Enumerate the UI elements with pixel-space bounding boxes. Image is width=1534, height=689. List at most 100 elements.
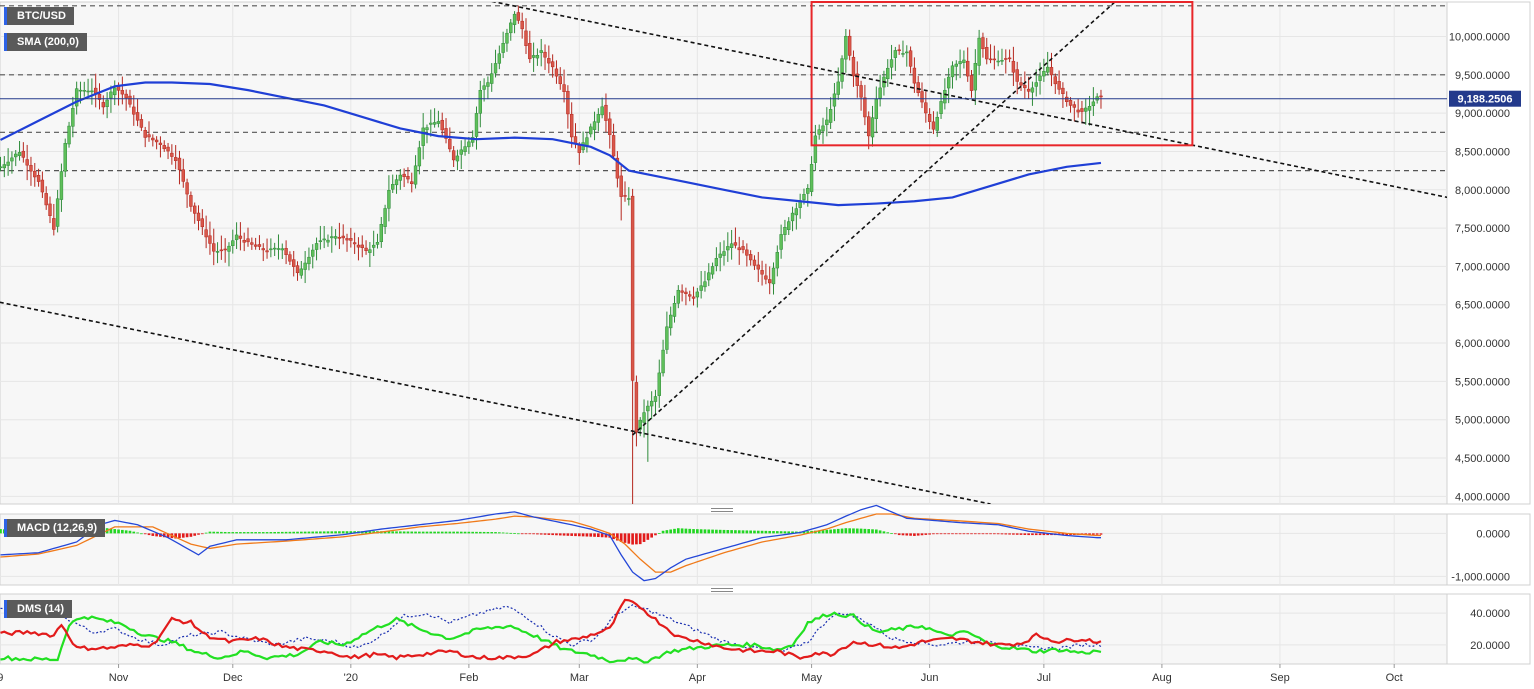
macd-histogram-bar (646, 533, 650, 540)
macd-panel-label[interactable]: MACD (12,26,9) (4, 519, 106, 537)
macd-histogram-bar (452, 531, 455, 534)
candle-body (977, 37, 981, 66)
price-tick-label: 6,500.0000 (1455, 300, 1510, 312)
candle-body (1011, 60, 1016, 73)
macd-histogram-bar (398, 531, 402, 534)
macd-histogram-bar (631, 533, 634, 545)
candle-body (714, 258, 719, 267)
macd-line[interactable] (0, 504, 1101, 582)
macd-histogram-bar (715, 529, 718, 534)
macd-tick-label: -1,000.0000 (1451, 571, 1510, 583)
macd-histogram-bar (932, 533, 935, 535)
macd-histogram-bar (444, 531, 448, 534)
macd-histogram-bar (372, 531, 376, 534)
candle-body (836, 81, 840, 95)
macd-histogram-bar (673, 528, 676, 534)
sma-200-line[interactable] (0, 81, 1102, 207)
macd-histogram-bar (718, 529, 722, 534)
candle-body (783, 226, 787, 235)
trendline[interactable] (0, 301, 991, 504)
macd-histogram-bar (597, 533, 600, 538)
candle-body (132, 106, 136, 115)
macd-histogram-bar (555, 533, 558, 536)
candle-body (124, 93, 128, 99)
macd-histogram-bar (741, 530, 745, 534)
macd-histogram-bar (867, 529, 871, 534)
macd-histogram-bar (509, 532, 513, 534)
candle-body (813, 135, 818, 163)
macd-histogram-bar (326, 531, 330, 534)
candle-body (939, 101, 943, 114)
macd-histogram-bar (261, 532, 265, 534)
macd-histogram-bar (996, 533, 1000, 535)
macd-histogram-bar (338, 531, 341, 534)
macd-histogram-bar (551, 533, 554, 536)
dms-background (0, 593, 1448, 665)
plus-di-line[interactable] (0, 611, 1102, 664)
macd-signal-line[interactable] (0, 513, 1101, 573)
macd-histogram-bar (772, 531, 775, 534)
sma-label[interactable]: SMA (200,0) (4, 33, 87, 51)
candle-body (55, 198, 60, 227)
trendline[interactable] (632, 0, 1128, 436)
candle-body (360, 244, 364, 248)
macd-histogram-bar (897, 533, 901, 536)
candle-body (748, 254, 753, 261)
candle-body (1026, 88, 1031, 92)
candle-body (821, 125, 825, 132)
trendline[interactable] (457, 0, 1447, 199)
macd-histogram-bar (280, 531, 284, 534)
price-tick-label: 5,500.0000 (1455, 376, 1510, 388)
candle-body (158, 142, 163, 145)
minus-di-line[interactable] (0, 598, 1102, 661)
price-tick-label: 10,000.0000 (1449, 31, 1510, 43)
candle-body (988, 58, 993, 61)
range-highlight-box[interactable] (810, 1, 1194, 147)
macd-histogram-bar (391, 531, 395, 534)
candle-body (623, 195, 627, 197)
candle-body (1053, 76, 1057, 85)
macd-histogram-bar (642, 533, 646, 542)
candle-body (630, 195, 635, 381)
candle-body (646, 405, 650, 412)
candle-body (790, 212, 795, 222)
candle-body (139, 119, 144, 128)
candle-body (802, 194, 806, 200)
candle-body (383, 208, 387, 227)
candle-body (806, 188, 810, 194)
macd-histogram-bar (562, 533, 566, 536)
candle-body (166, 146, 170, 152)
candle-body (48, 203, 52, 216)
macd-histogram-bar (627, 533, 631, 544)
dms-axis-area (1446, 593, 1531, 665)
macd-histogram-bar (779, 531, 783, 534)
macd-histogram-bar (707, 529, 711, 534)
candle-body (825, 119, 829, 126)
macd-histogram-bar (962, 533, 966, 535)
macd-histogram-bar (311, 531, 315, 534)
price-tick-label: 4,500.0000 (1455, 453, 1510, 465)
candle-body (943, 89, 947, 104)
candle-body (200, 218, 205, 228)
price-tick-label: 8,500.0000 (1455, 146, 1510, 158)
macd-histogram-bar (406, 531, 410, 534)
candle-body (509, 22, 513, 34)
macd-histogram-bar (775, 531, 779, 534)
macd-histogram-bar (954, 533, 958, 535)
candle-body (969, 75, 974, 91)
macd-histogram-bar (200, 533, 204, 535)
macd-histogram-bar (273, 531, 277, 534)
dms-tick-label: 20.0000 (1470, 640, 1510, 652)
candle-body (844, 35, 848, 60)
dms-panel-label[interactable]: DMS (14) (4, 600, 73, 618)
price-panel-label[interactable]: BTC/USD (4, 7, 74, 25)
macd-histogram-bar (128, 530, 132, 534)
macd-histogram-bar (676, 528, 680, 534)
macd-histogram-bar (848, 528, 851, 534)
macd-histogram-bar (197, 533, 200, 535)
candle-body (204, 229, 208, 238)
candle-body (912, 67, 917, 84)
macd-histogram-bar (749, 530, 752, 534)
adx-line[interactable] (0, 604, 1102, 652)
macd-histogram-bar (269, 532, 273, 534)
